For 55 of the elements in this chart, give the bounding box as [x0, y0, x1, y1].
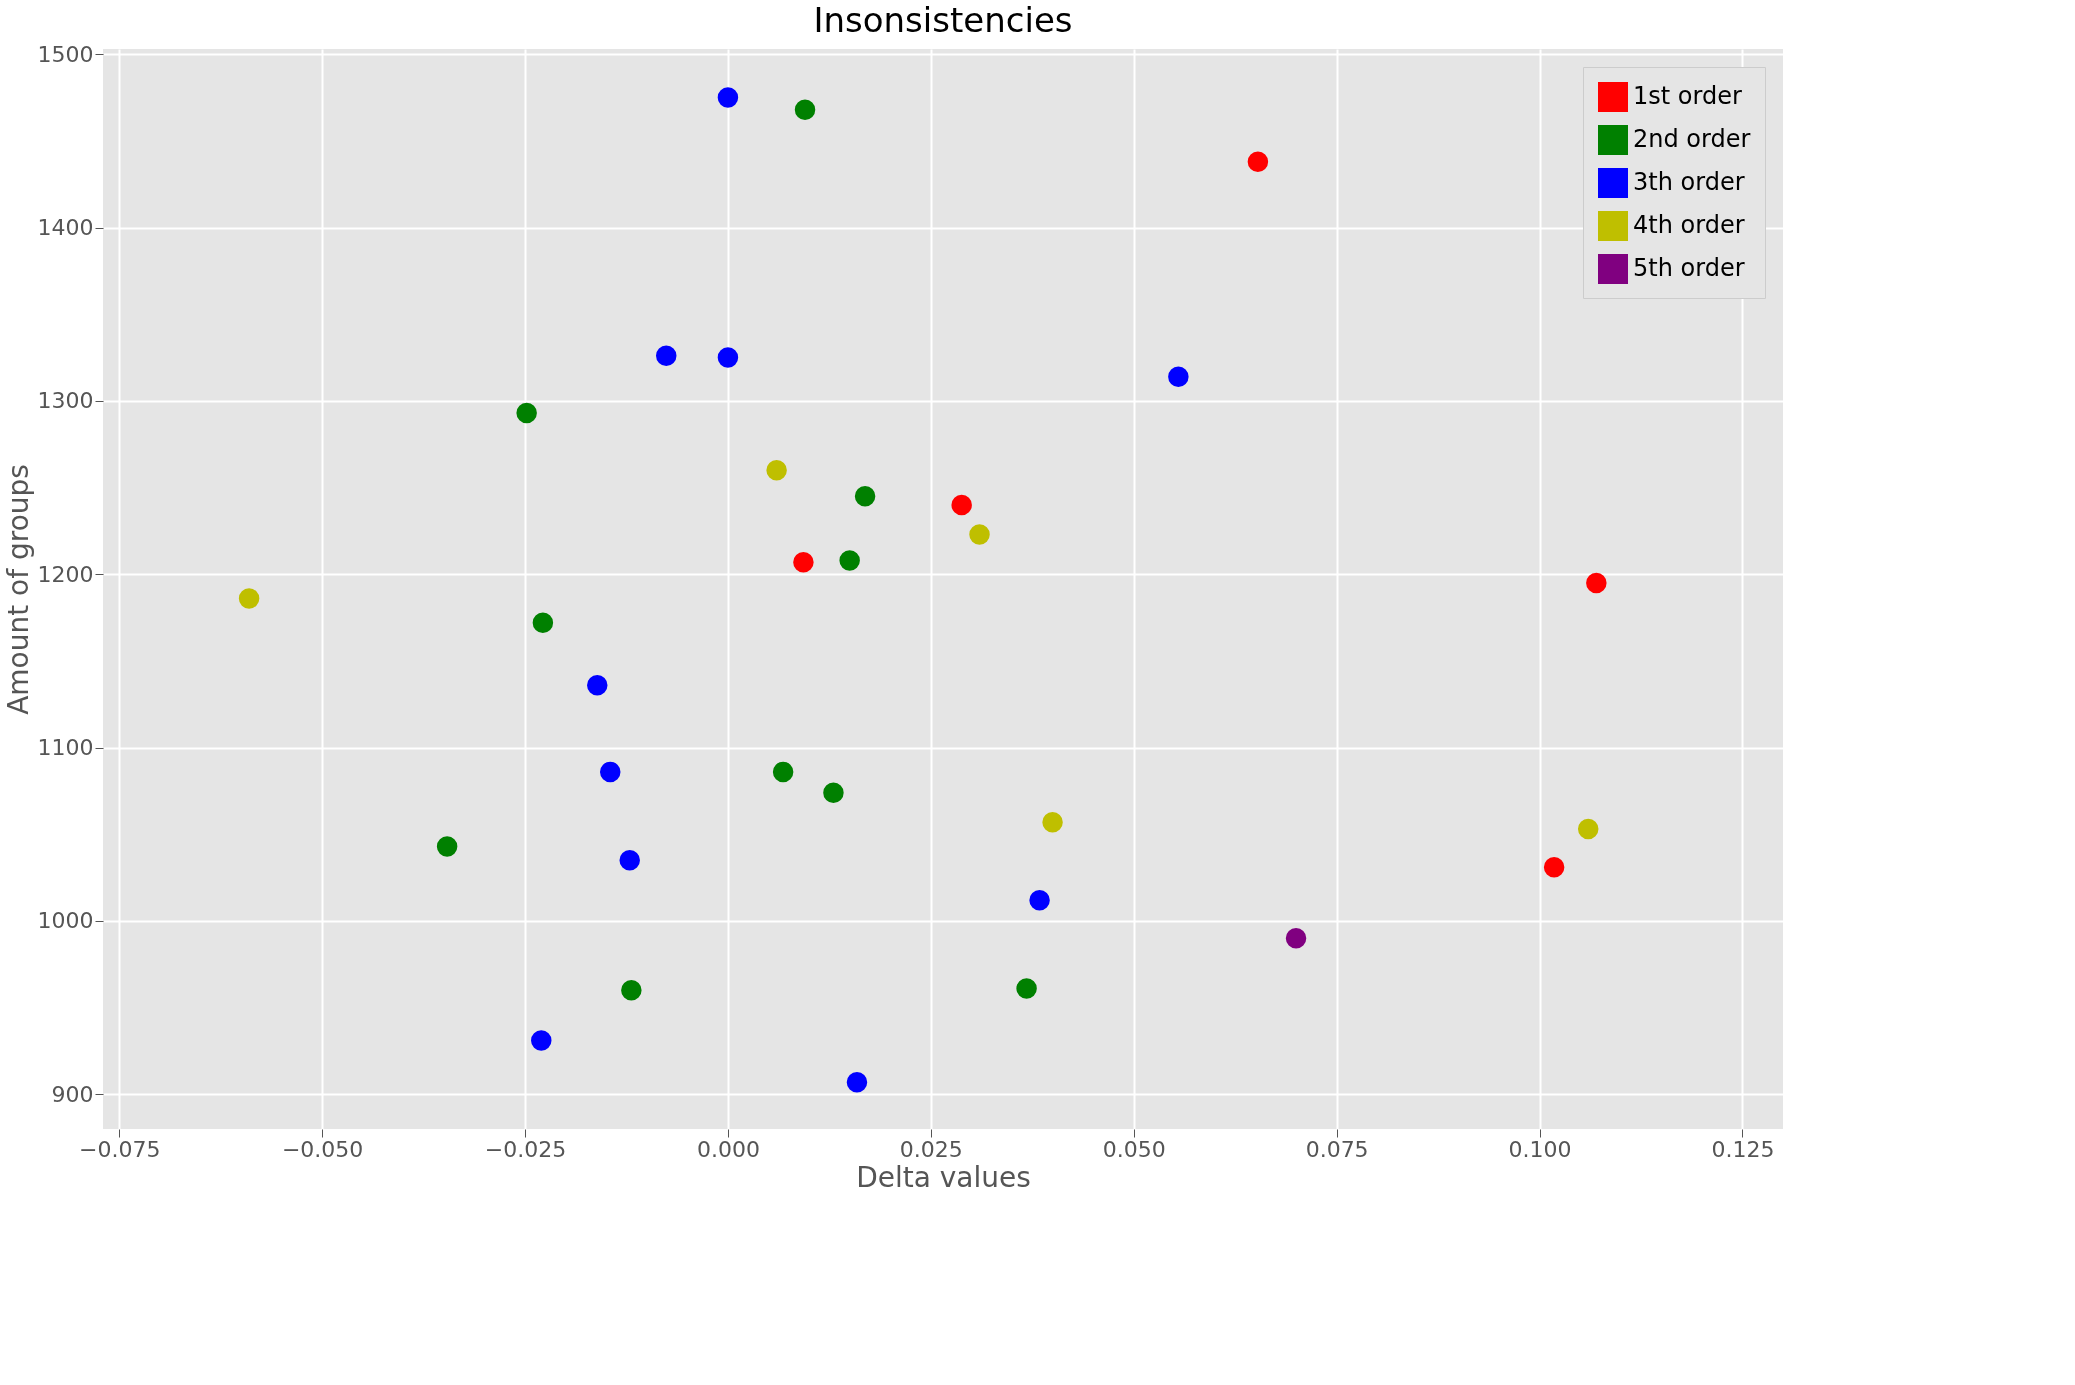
y-tick-label: 1500: [37, 41, 94, 67]
point: [1016, 978, 1037, 999]
point: [436, 836, 458, 857]
y-tick-label: 900: [51, 1081, 94, 1107]
x-tick-label: −0.075: [79, 1136, 161, 1162]
x-tick-label: 0.025: [899, 1136, 963, 1162]
y-tick-label: 1000: [37, 908, 94, 934]
point: [1168, 366, 1189, 387]
point: [1042, 811, 1063, 833]
y-tick-label: 1100: [37, 735, 94, 761]
y-tick-label: 1400: [37, 215, 94, 241]
point: [516, 402, 537, 424]
x-tick-label: 0.000: [696, 1136, 760, 1162]
point: [1247, 151, 1269, 172]
x-tick-label: 0.050: [1102, 1136, 1166, 1162]
x-tick-label: −0.025: [484, 1136, 567, 1162]
legend-label: 4th order: [1633, 211, 1745, 239]
point: [854, 486, 876, 507]
point: [793, 551, 814, 573]
point: [969, 524, 990, 545]
point: [1029, 889, 1050, 911]
point: [656, 345, 677, 367]
point: [846, 1071, 868, 1093]
y-tick-label: 1200: [37, 561, 94, 587]
point: [823, 782, 844, 803]
legend-label: 3th order: [1633, 168, 1745, 196]
chart-title: Insonsistencies: [813, 0, 1073, 41]
x-tick-label: −0.050: [281, 1136, 364, 1162]
point: [619, 850, 640, 871]
point: [532, 612, 554, 634]
point: [717, 87, 739, 108]
point: [621, 980, 642, 1001]
legend-label: 2nd order: [1633, 125, 1751, 153]
point: [1577, 818, 1599, 840]
point: [238, 588, 260, 609]
legend-label: 5th order: [1633, 254, 1745, 282]
point: [1543, 857, 1565, 878]
point: [794, 99, 816, 120]
x-axis-title: Delta values: [856, 1160, 1031, 1194]
point: [531, 1030, 552, 1051]
x-tick-label: 0.075: [1305, 1136, 1369, 1162]
legend-label: 1st order: [1633, 82, 1742, 110]
point: [772, 761, 794, 783]
point: [717, 347, 739, 368]
y-axis-title: Amount of groups: [1, 464, 35, 715]
point: [587, 674, 608, 696]
point: [766, 460, 787, 481]
x-tick-label: 0.100: [1508, 1136, 1572, 1162]
point: [839, 550, 860, 571]
point: [951, 494, 972, 516]
y-tick-label: 1300: [37, 388, 94, 414]
x-tick-label: 0.125: [1711, 1136, 1775, 1162]
point: [600, 761, 621, 783]
point: [1285, 928, 1307, 949]
point: [1586, 572, 1607, 594]
